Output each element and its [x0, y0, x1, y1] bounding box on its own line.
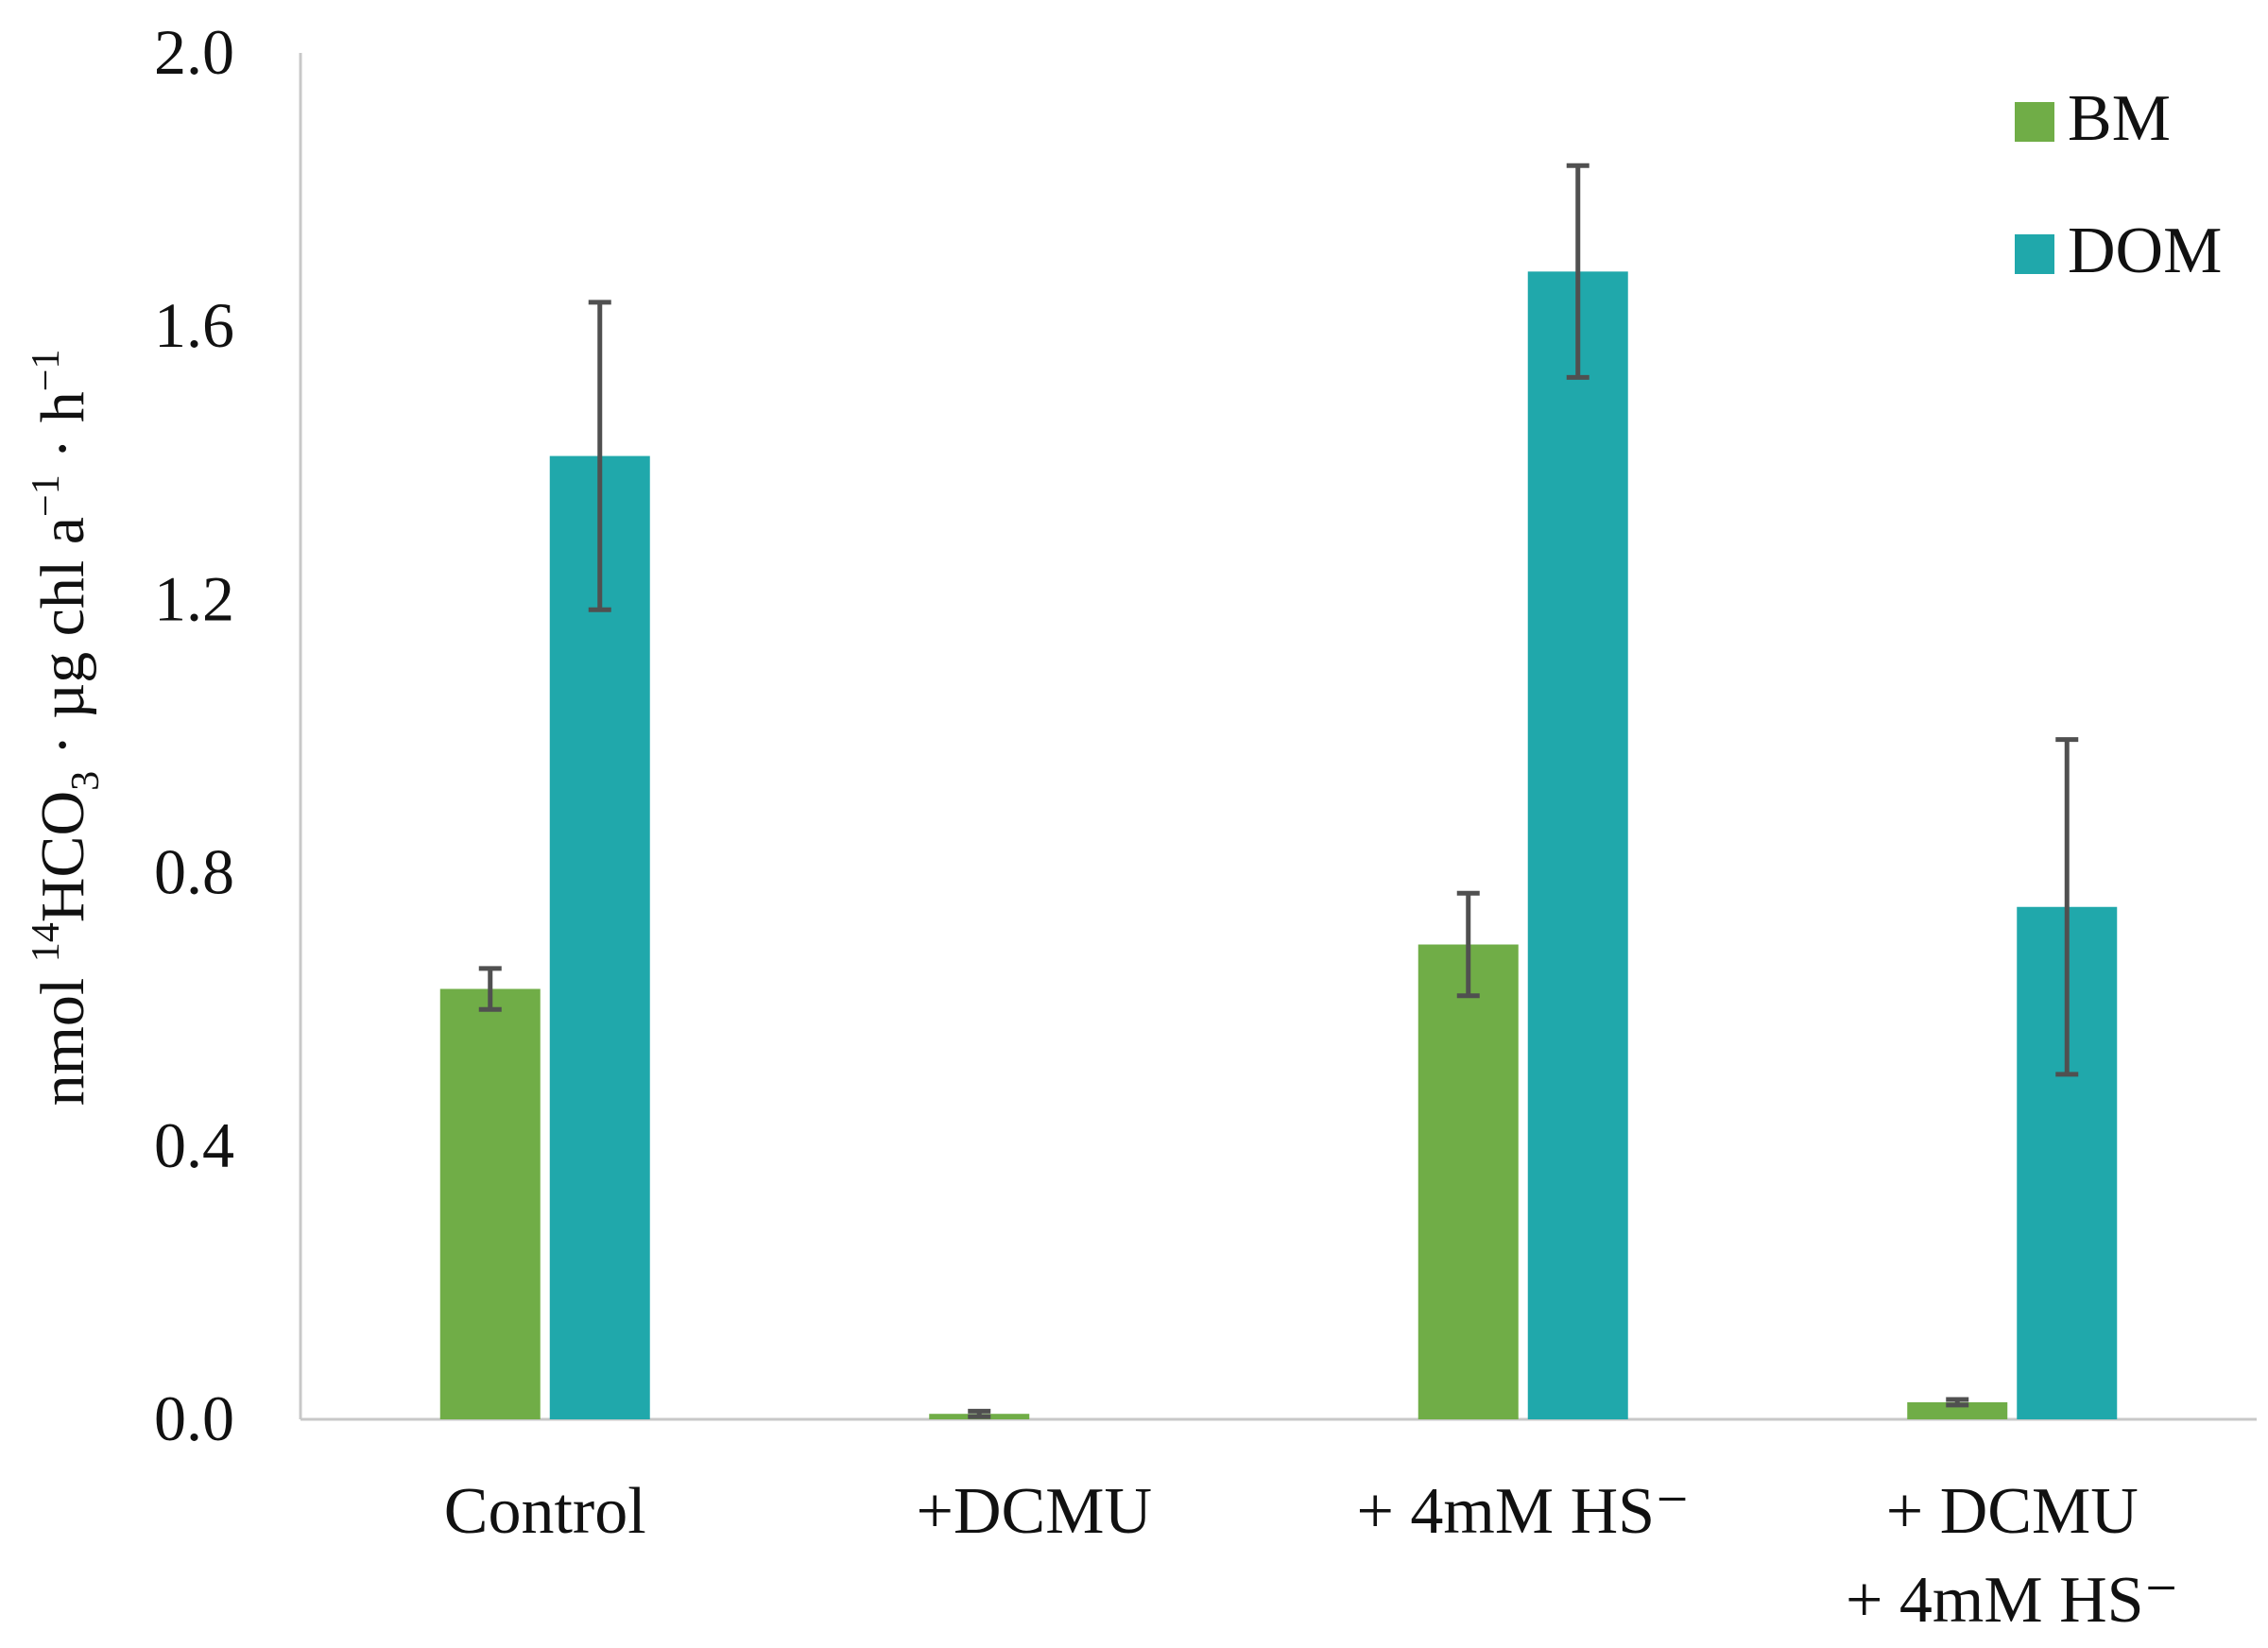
bar-dom [1527, 271, 1628, 1419]
legend-label-bm: BM [2068, 82, 2171, 155]
x-tick-label: +DCMU [916, 1475, 1152, 1548]
error-bars [478, 163, 2079, 1419]
y-tick-label: 0.0 [154, 1382, 234, 1454]
legend-swatch-bm [2015, 102, 2054, 142]
x-tick-label: Control [444, 1475, 646, 1548]
bar-bm [1907, 1401, 2008, 1419]
legend-swatch-dom [2015, 234, 2054, 274]
y-tick-label: 0.8 [154, 836, 234, 908]
error-bar-dom [1566, 163, 1589, 380]
bars [439, 271, 2118, 1419]
y-axis-label: nmol 14HCO3 · µg chl a−1 · h−1 [25, 350, 108, 1107]
category-labels: Control +DCMU + 4mM HS⁻ + DCMU + 4mM HS⁻ [444, 1475, 2179, 1637]
x-tick-label: + DCMU [1886, 1475, 2139, 1548]
x-tick-label: + 4mM HS⁻ [1356, 1475, 1690, 1548]
bar-bm [439, 988, 541, 1419]
bar-dom [549, 455, 650, 1419]
error-bar-bm [1456, 890, 1480, 999]
error-bar-bm [1946, 1397, 1969, 1408]
legend-label-dom: DOM [2068, 215, 2222, 287]
y-tick-label: 2.0 [154, 16, 234, 88]
y-tick-label: 0.4 [154, 1109, 234, 1181]
y-tick-label: 1.6 [154, 289, 234, 361]
error-bar-bm [478, 966, 502, 1012]
y-axis-title: nmol 14HCO3 · µg chl a−1 · h−1 [25, 350, 108, 1107]
legend: BM DOM [2015, 82, 2222, 287]
error-bar-dom [588, 300, 611, 612]
error-bar-dom [2055, 737, 2079, 1077]
error-bar-bm [968, 1408, 991, 1419]
x-tick-label: + 4mM HS⁻ [1846, 1564, 2179, 1637]
bar-bm [1418, 944, 1519, 1419]
y-tick-label: 1.2 [154, 562, 234, 634]
